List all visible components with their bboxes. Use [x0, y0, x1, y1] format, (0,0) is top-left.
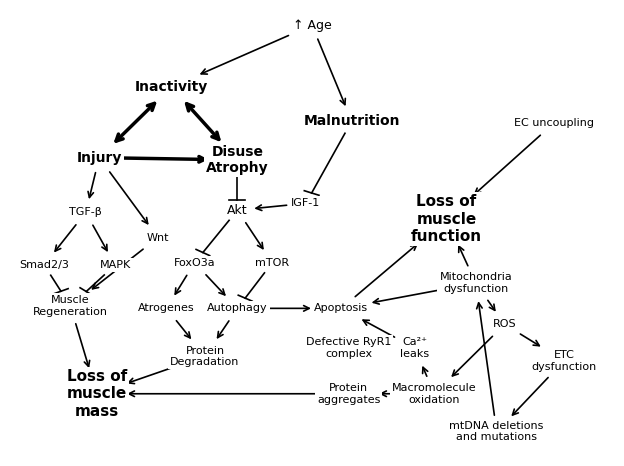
- Text: Ca²⁺
leaks: Ca²⁺ leaks: [400, 337, 429, 359]
- Text: Inactivity: Inactivity: [135, 80, 208, 94]
- Text: Malnutrition: Malnutrition: [303, 114, 400, 128]
- Text: Protein
Degradation: Protein Degradation: [170, 345, 240, 367]
- Text: mtDNA deletions
and mutations: mtDNA deletions and mutations: [449, 421, 544, 442]
- Text: IGF-1: IGF-1: [291, 199, 321, 208]
- Text: Akt: Akt: [227, 204, 248, 217]
- Text: Disuse
Atrophy: Disuse Atrophy: [206, 145, 269, 175]
- Text: Protein
aggregates: Protein aggregates: [317, 383, 381, 404]
- Text: MAPK: MAPK: [99, 260, 130, 270]
- Text: ROS: ROS: [493, 319, 517, 329]
- Text: Wnt: Wnt: [147, 233, 169, 243]
- Text: Macromolecule
oxidation: Macromolecule oxidation: [392, 383, 477, 404]
- Text: Mitochondria
dysfunction: Mitochondria dysfunction: [439, 273, 512, 294]
- Text: Autophagy: Autophagy: [207, 303, 268, 313]
- Text: Injury: Injury: [77, 151, 122, 164]
- Text: mTOR: mTOR: [255, 258, 290, 267]
- Text: ETC
dysfunction: ETC dysfunction: [531, 350, 597, 372]
- Text: EC uncoupling: EC uncoupling: [514, 118, 593, 129]
- Text: TGF-β: TGF-β: [69, 207, 102, 218]
- Text: Smad2/3: Smad2/3: [19, 260, 69, 270]
- Text: Loss of
muscle
function: Loss of muscle function: [411, 194, 482, 244]
- Text: Muscle
Regeneration: Muscle Regeneration: [33, 295, 108, 317]
- Text: Defective RyR1
complex: Defective RyR1 complex: [306, 337, 391, 359]
- Text: FoxO3a: FoxO3a: [173, 258, 215, 267]
- Text: Apoptosis: Apoptosis: [314, 303, 368, 313]
- Text: ↑ Age: ↑ Age: [293, 19, 331, 32]
- Text: Loss of
muscle
mass: Loss of muscle mass: [67, 369, 127, 418]
- Text: Atrogenes: Atrogenes: [138, 303, 195, 313]
